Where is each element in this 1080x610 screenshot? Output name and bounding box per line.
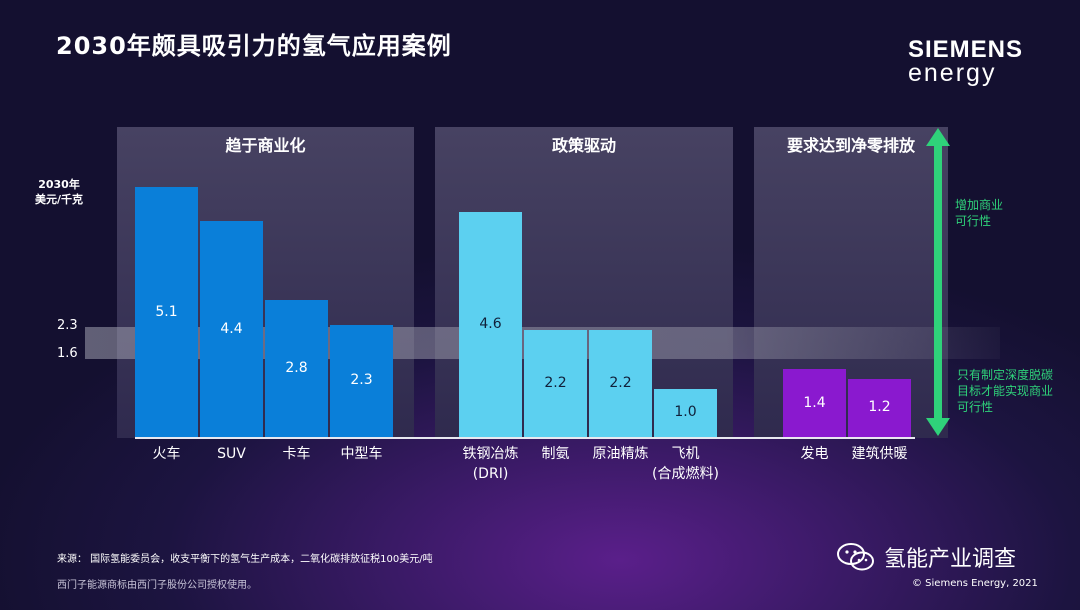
bar-value-label: 2.8 xyxy=(285,360,308,377)
watermark-text: 氢能产业调查 xyxy=(884,547,1017,572)
bar-value-label: 5.1 xyxy=(155,303,178,320)
wechat-icon xyxy=(837,543,874,571)
category-label: 原油精炼 xyxy=(592,446,649,462)
bar-8 xyxy=(783,369,846,438)
category-label: 发电 xyxy=(800,446,829,462)
bar-value-label: 4.4 xyxy=(220,320,243,337)
category-label: 飞机 (合成燃料) xyxy=(652,446,719,482)
bar-value-label: 2.2 xyxy=(544,374,567,391)
category-label: SUV xyxy=(217,446,246,462)
category-label: 火车 xyxy=(152,446,181,462)
arrow-note-down: 只有制定深度脱碳 目标才能实现商业 可行性 xyxy=(957,368,1054,414)
copyright: © Siemens Energy, 2021 xyxy=(912,578,1038,589)
category-label: 制氨 xyxy=(541,446,570,462)
bar-2 xyxy=(265,300,328,438)
category-label: 卡车 xyxy=(282,446,311,462)
arrow-note-up: 增加商业 可行性 xyxy=(955,198,1004,228)
category-label: 中型车 xyxy=(340,446,383,462)
category-label: 建筑供暖 xyxy=(851,446,908,462)
x-axis-line xyxy=(135,437,915,439)
bar-4 xyxy=(459,211,522,438)
bar-7 xyxy=(654,388,717,438)
group-label-netzero: 要求达到净零排放 xyxy=(786,136,915,155)
page-title: 2030年颇具吸引力的氢气应用案例 xyxy=(56,32,452,60)
bar-1 xyxy=(200,221,263,438)
wechat-watermark: 氢能产业调查 xyxy=(836,541,1016,573)
bar-value-label: 2.2 xyxy=(609,374,632,391)
siemens-energy-logo: SIEMENS energy xyxy=(908,36,1024,87)
source-note: 来源： 国际氢能委员会，收支平衡下的氢气生产成本，二氧化碳排放征税100美元/吨 xyxy=(57,554,433,565)
double-arrow-icon xyxy=(926,128,950,436)
bar-5 xyxy=(524,329,587,438)
trademark-note: 西门子能源商标由西门子股份公司授权使用。 xyxy=(57,580,257,591)
ref-label-high: 2.3 xyxy=(57,318,78,333)
bar-3 xyxy=(330,324,393,438)
bar-9 xyxy=(848,378,911,438)
bar-6 xyxy=(589,329,652,438)
category-label: 铁钢冶炼 (DRI) xyxy=(462,446,519,482)
ref-label-low: 1.6 xyxy=(57,346,78,361)
bar-0 xyxy=(135,187,198,438)
bar-value-label: 1.2 xyxy=(868,399,891,416)
y-axis-label: 2030年 美元/千克 xyxy=(35,178,84,206)
bar-value-label: 1.4 xyxy=(803,394,826,411)
group-label-policy: 政策驱动 xyxy=(551,136,616,155)
bar-value-label: 4.6 xyxy=(479,315,502,332)
bar-value-label: 1.0 xyxy=(674,404,697,421)
bar-value-label: 2.3 xyxy=(350,372,373,389)
group-label-commercial: 趋于商业化 xyxy=(225,136,306,155)
